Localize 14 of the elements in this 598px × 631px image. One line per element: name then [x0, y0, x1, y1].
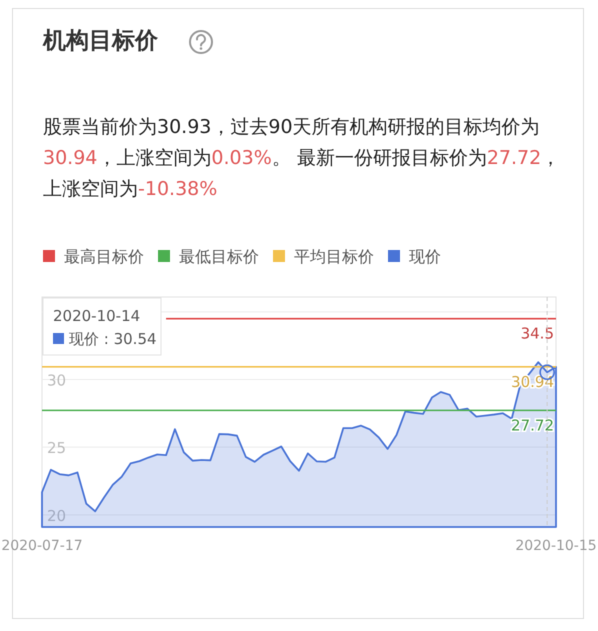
- legend-label: 最低目标价: [179, 247, 259, 266]
- y-tick-label: 25: [47, 439, 66, 458]
- legend-label: 最高目标价: [64, 247, 144, 266]
- legend-label: 现价: [409, 247, 441, 266]
- annotation: 2020-10-14: [53, 307, 140, 325]
- x-tick-label: 2020-10-15: [515, 538, 597, 554]
- data-label: 34.5: [520, 324, 554, 343]
- annotation: 现价 : 30.54: [69, 330, 157, 348]
- chart-title: 机构目标价: [43, 27, 158, 56]
- legend-label: 平均目标价: [294, 247, 374, 266]
- x-tick-label: 2020-07-17: [1, 538, 83, 554]
- text: 股票当前价为30.93，过去90天所有机构研报的目标均价为30.94，上涨空间为0.03%。 最新一份研报目标价为27.72，上涨空间为-10.38%: [43, 116, 560, 200]
- y-tick-label: 30: [47, 372, 66, 390]
- data-label: 27.72: [511, 416, 554, 434]
